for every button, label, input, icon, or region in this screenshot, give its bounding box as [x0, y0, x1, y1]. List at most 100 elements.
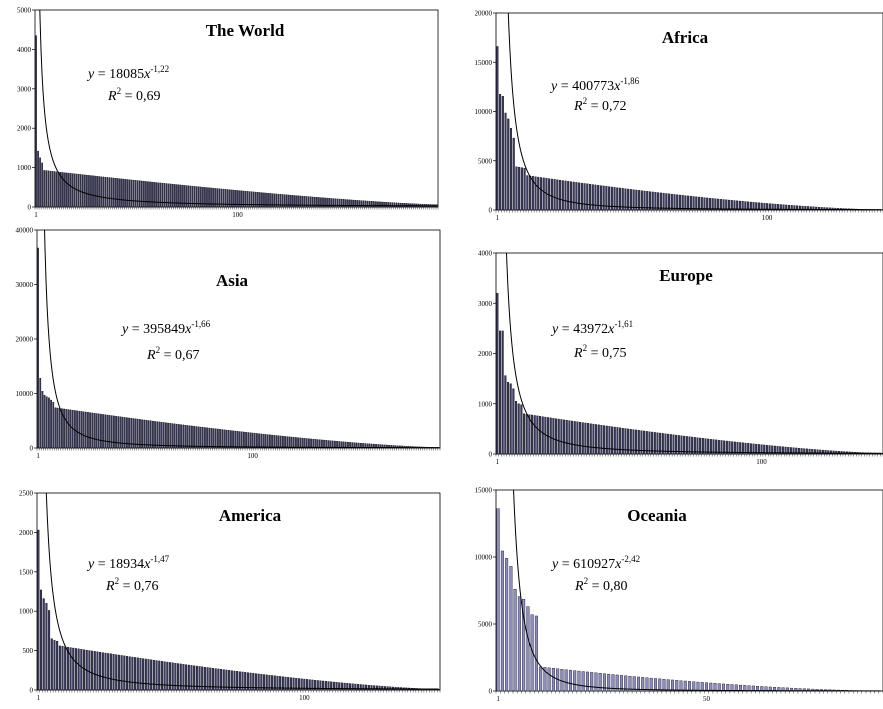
bar: [155, 182, 157, 208]
bar: [619, 427, 622, 455]
bar: [381, 686, 384, 691]
bar: [101, 652, 104, 691]
bar: [589, 423, 592, 455]
bar: [210, 428, 213, 449]
bar: [160, 661, 163, 691]
bar: [348, 199, 351, 208]
bar: [579, 421, 582, 455]
bar: [591, 184, 594, 211]
panel-title: The World: [206, 21, 285, 40]
bar: [621, 188, 624, 211]
bar: [45, 603, 48, 691]
bar: [185, 664, 188, 691]
y-tick-label: 2000: [19, 529, 34, 537]
y-tick-label: 4000: [17, 46, 32, 54]
bar: [643, 190, 646, 211]
bar: [726, 684, 730, 692]
bar: [113, 415, 115, 449]
bar: [145, 181, 147, 208]
eq-exponent: -1,86: [620, 76, 639, 86]
bar: [208, 427, 211, 449]
bar: [499, 94, 502, 211]
bar: [678, 194, 681, 211]
bar: [48, 610, 51, 691]
fit-curve: [513, 489, 881, 692]
bar: [198, 666, 201, 691]
bar: [517, 596, 521, 692]
bar: [102, 176, 104, 208]
bar: [152, 659, 155, 691]
bar: [691, 436, 694, 455]
bar: [823, 207, 826, 211]
y-tick-label: 4000: [478, 250, 493, 258]
bar: [605, 186, 608, 211]
bar: [658, 678, 662, 692]
bar: [568, 669, 572, 692]
bar: [273, 193, 275, 208]
bar: [653, 432, 656, 455]
bar: [259, 192, 261, 208]
bar: [314, 196, 316, 208]
bar: [171, 662, 174, 691]
bar: [223, 429, 226, 449]
bar: [287, 194, 290, 208]
bar: [193, 186, 196, 208]
bar: [638, 190, 641, 211]
x-tick-label: 100: [299, 694, 310, 702]
eq-exponent: -2,42: [621, 554, 640, 564]
r2-label: R: [146, 348, 156, 363]
bar: [40, 589, 43, 691]
bar: [677, 435, 680, 455]
bar: [99, 652, 102, 691]
r-squared: R2 = 0,69: [107, 86, 160, 104]
bar: [675, 434, 678, 455]
bar: [575, 182, 578, 211]
bar: [55, 171, 58, 208]
r2-label: R: [573, 346, 583, 361]
bar: [618, 187, 622, 211]
bar: [801, 205, 804, 211]
y-tick-label: 1000: [19, 608, 34, 616]
bar: [641, 677, 645, 692]
bar: [112, 177, 115, 208]
bar: [779, 204, 782, 211]
bar: [45, 396, 48, 449]
bar: [312, 196, 314, 208]
bar: [383, 686, 386, 691]
bar: [496, 46, 499, 211]
eq-lhs: y: [86, 557, 95, 572]
bar: [63, 172, 66, 208]
bar: [696, 681, 700, 692]
bar: [673, 194, 676, 211]
bar: [293, 195, 296, 208]
x-tick-label: 1: [496, 458, 500, 466]
bar: [504, 112, 507, 211]
bar: [254, 673, 257, 691]
bar: [523, 413, 526, 455]
fit-equation: y = 18085x-1,22: [86, 64, 169, 82]
eq-exponent: -1,61: [614, 319, 633, 329]
bar: [672, 434, 675, 455]
bar: [98, 176, 100, 208]
bar: [766, 203, 769, 211]
bar: [793, 205, 796, 211]
bar: [580, 182, 583, 211]
bar: [171, 183, 174, 208]
bar: [149, 420, 152, 449]
r2-label: R: [105, 579, 115, 594]
bar: [386, 686, 389, 691]
bar: [153, 182, 155, 208]
bar: [286, 436, 289, 449]
bar: [567, 181, 570, 211]
bar: [206, 667, 209, 691]
bar: [602, 673, 606, 692]
bar: [670, 679, 674, 692]
bar: [771, 445, 774, 455]
bar: [505, 558, 509, 692]
panel-oceania: 0 5000 10000 15000 1 50 Oceania y = 610927x-2,4…: [475, 487, 883, 703]
bar: [236, 190, 239, 208]
bar: [605, 425, 608, 455]
bar: [196, 186, 198, 208]
bar: [230, 670, 233, 691]
bar: [125, 656, 129, 691]
